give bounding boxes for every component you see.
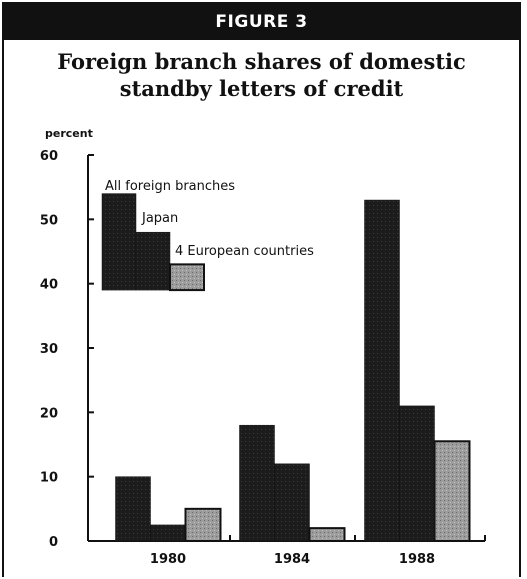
bar-all-foreign-branches-1984: [239, 424, 275, 542]
y-tick-label: 20: [40, 406, 58, 421]
bar-all-foreign-branches-1988: [364, 199, 400, 542]
bar-4-european-countries-1980: [184, 507, 222, 543]
legend-label: Japan: [141, 211, 178, 226]
chart-title: Foreign branch shares of domestic standb…: [4, 48, 519, 102]
y-tick-label: 40: [40, 278, 58, 293]
y-tick-label: 10: [40, 471, 58, 486]
chart-title-line-2: standby letters of credit: [119, 76, 404, 101]
y-tick-label: 60: [40, 149, 58, 164]
legend-label: All foreign branches: [105, 179, 235, 194]
bar-japan-1988: [399, 405, 435, 542]
y-tick-label: 30: [40, 342, 58, 357]
legend-label: 4 European countries: [175, 244, 314, 259]
legend-swatch: [169, 263, 205, 292]
y-tick-label: 50: [40, 213, 58, 228]
bar-japan-1980: [150, 524, 186, 542]
bar-4-european-countries-1984: [308, 527, 346, 543]
y-tick-label: 0: [49, 535, 58, 550]
y-axis-label: percent: [45, 127, 93, 140]
x-tick-label: 1984: [274, 552, 310, 567]
chart-title-line-1: Foreign branch shares of domestic: [57, 49, 466, 74]
bar-japan-1984: [274, 463, 310, 542]
legend-swatch: [135, 231, 171, 291]
x-tick-label: 1988: [399, 552, 435, 567]
legend-swatch: [101, 193, 137, 291]
bar-all-foreign-branches-1980: [115, 476, 151, 542]
bar-4-european-countries-1988: [433, 440, 471, 542]
x-tick-label: 1980: [150, 552, 186, 567]
figure-label: FIGURE 3: [4, 4, 519, 40]
